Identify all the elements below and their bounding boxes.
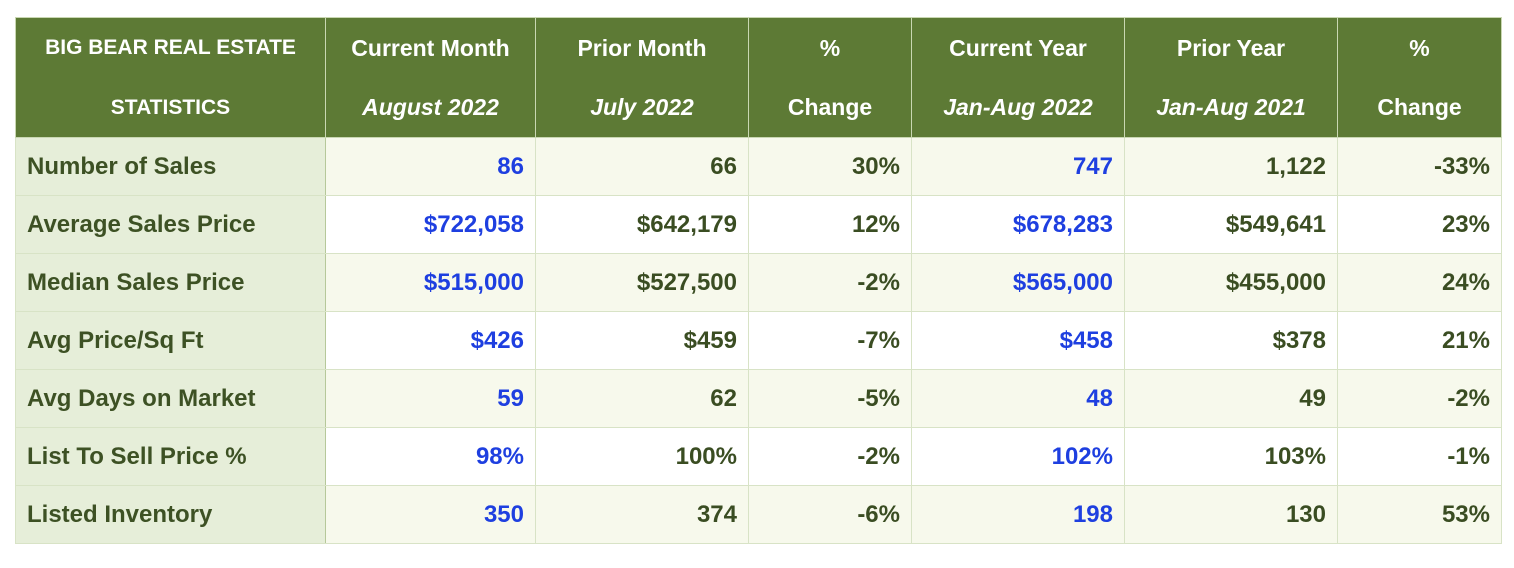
row-label: Median Sales Price [15,253,326,312]
cell-prior-year: $455,000 [1124,253,1338,312]
cell-prior-year: $549,641 [1124,195,1338,254]
column-header-line1: % [1409,35,1430,61]
column-header-line2: August 2022 [362,94,499,120]
column-header-line1: % [819,35,841,61]
cell-current-month: $722,058 [325,195,536,254]
cell-year-pct-change: -1% [1337,427,1502,486]
cell-prior-year: 103% [1124,427,1338,486]
table-title-line2: STATISTICS [110,96,231,119]
column-header-month-pct-change: % Change [748,17,912,138]
cell-prior-year: $378 [1124,311,1338,370]
cell-month-pct-change: -7% [748,311,912,370]
column-header-line1: Prior Year [1176,35,1286,61]
cell-month-pct-change: -2% [748,253,912,312]
cell-prior-year: 1,122 [1124,137,1338,196]
cell-month-pct-change: 12% [748,195,912,254]
table-row-average-sales-price: Average Sales Price $722,058 $642,179 12… [15,195,1502,254]
column-header-prior-year: Prior Year Jan-Aug 2021 [1124,17,1338,138]
cell-month-pct-change: -5% [748,369,912,428]
table-row-avg-days-on-market: Avg Days on Market 59 62 -5% 48 49 -2% [15,369,1502,428]
column-header-line2: Jan-Aug 2021 [1156,94,1306,120]
statistics-table-container: BIG BEAR REAL ESTATE STATISTICS Current … [15,17,1502,544]
row-label: Average Sales Price [15,195,326,254]
column-header-line2: July 2022 [590,94,694,120]
cell-prior-month: $642,179 [535,195,749,254]
column-header-line2: Change [787,94,873,120]
column-header-line1: Current Month [351,35,510,61]
column-header-line2: Jan-Aug 2022 [943,94,1093,120]
cell-prior-year: 49 [1124,369,1338,428]
cell-current-year: 102% [911,427,1125,486]
cell-year-pct-change: -2% [1337,369,1502,428]
cell-prior-month: 66 [535,137,749,196]
cell-month-pct-change: -6% [748,485,912,544]
cell-current-year: $678,283 [911,195,1125,254]
cell-current-year: $458 [911,311,1125,370]
column-header-current-year: Current Year Jan-Aug 2022 [911,17,1125,138]
cell-current-year: 198 [911,485,1125,544]
header-row: BIG BEAR REAL ESTATE STATISTICS Current … [15,17,1502,138]
cell-current-year: $565,000 [911,253,1125,312]
cell-current-year: 747 [911,137,1125,196]
table-row-listed-inventory: Listed Inventory 350 374 -6% 198 130 53% [15,485,1502,544]
cell-year-pct-change: 24% [1337,253,1502,312]
column-header-prior-month: Prior Month July 2022 [535,17,749,138]
cell-current-month: $426 [325,311,536,370]
cell-prior-month: 374 [535,485,749,544]
table-row-list-to-sell-price: List To Sell Price % 98% 100% -2% 102% 1… [15,427,1502,486]
cell-year-pct-change: 53% [1337,485,1502,544]
column-header-year-pct-change: % Change [1337,17,1502,138]
table-row-number-of-sales: Number of Sales 86 66 30% 747 1,122 -33% [15,137,1502,196]
cell-current-month: 86 [325,137,536,196]
column-header-line2: Change [1377,94,1462,120]
cell-year-pct-change: 21% [1337,311,1502,370]
cell-current-month: 98% [325,427,536,486]
cell-prior-month: 100% [535,427,749,486]
cell-month-pct-change: 30% [748,137,912,196]
row-label: Number of Sales [15,137,326,196]
table-title-header: BIG BEAR REAL ESTATE STATISTICS [15,17,326,138]
real-estate-statistics-table: BIG BEAR REAL ESTATE STATISTICS Current … [15,17,1502,544]
cell-current-month: 350 [325,485,536,544]
row-label: Avg Price/Sq Ft [15,311,326,370]
column-header-line1: Current Year [949,35,1087,61]
row-label: Listed Inventory [15,485,326,544]
column-header-line1: Prior Month [577,35,707,61]
cell-prior-month: $527,500 [535,253,749,312]
table-title-line1: BIG BEAR REAL ESTATE [45,36,296,59]
table-row-avg-price-sq-ft: Avg Price/Sq Ft $426 $459 -7% $458 $378 … [15,311,1502,370]
cell-current-month: 59 [325,369,536,428]
row-label: List To Sell Price % [15,427,326,486]
cell-year-pct-change: 23% [1337,195,1502,254]
row-label: Avg Days on Market [15,369,326,428]
cell-year-pct-change: -33% [1337,137,1502,196]
cell-month-pct-change: -2% [748,427,912,486]
cell-prior-month: 62 [535,369,749,428]
cell-current-month: $515,000 [325,253,536,312]
column-header-current-month: Current Month August 2022 [325,17,536,138]
cell-prior-year: 130 [1124,485,1338,544]
cell-current-year: 48 [911,369,1125,428]
table-row-median-sales-price: Median Sales Price $515,000 $527,500 -2%… [15,253,1502,312]
cell-prior-month: $459 [535,311,749,370]
